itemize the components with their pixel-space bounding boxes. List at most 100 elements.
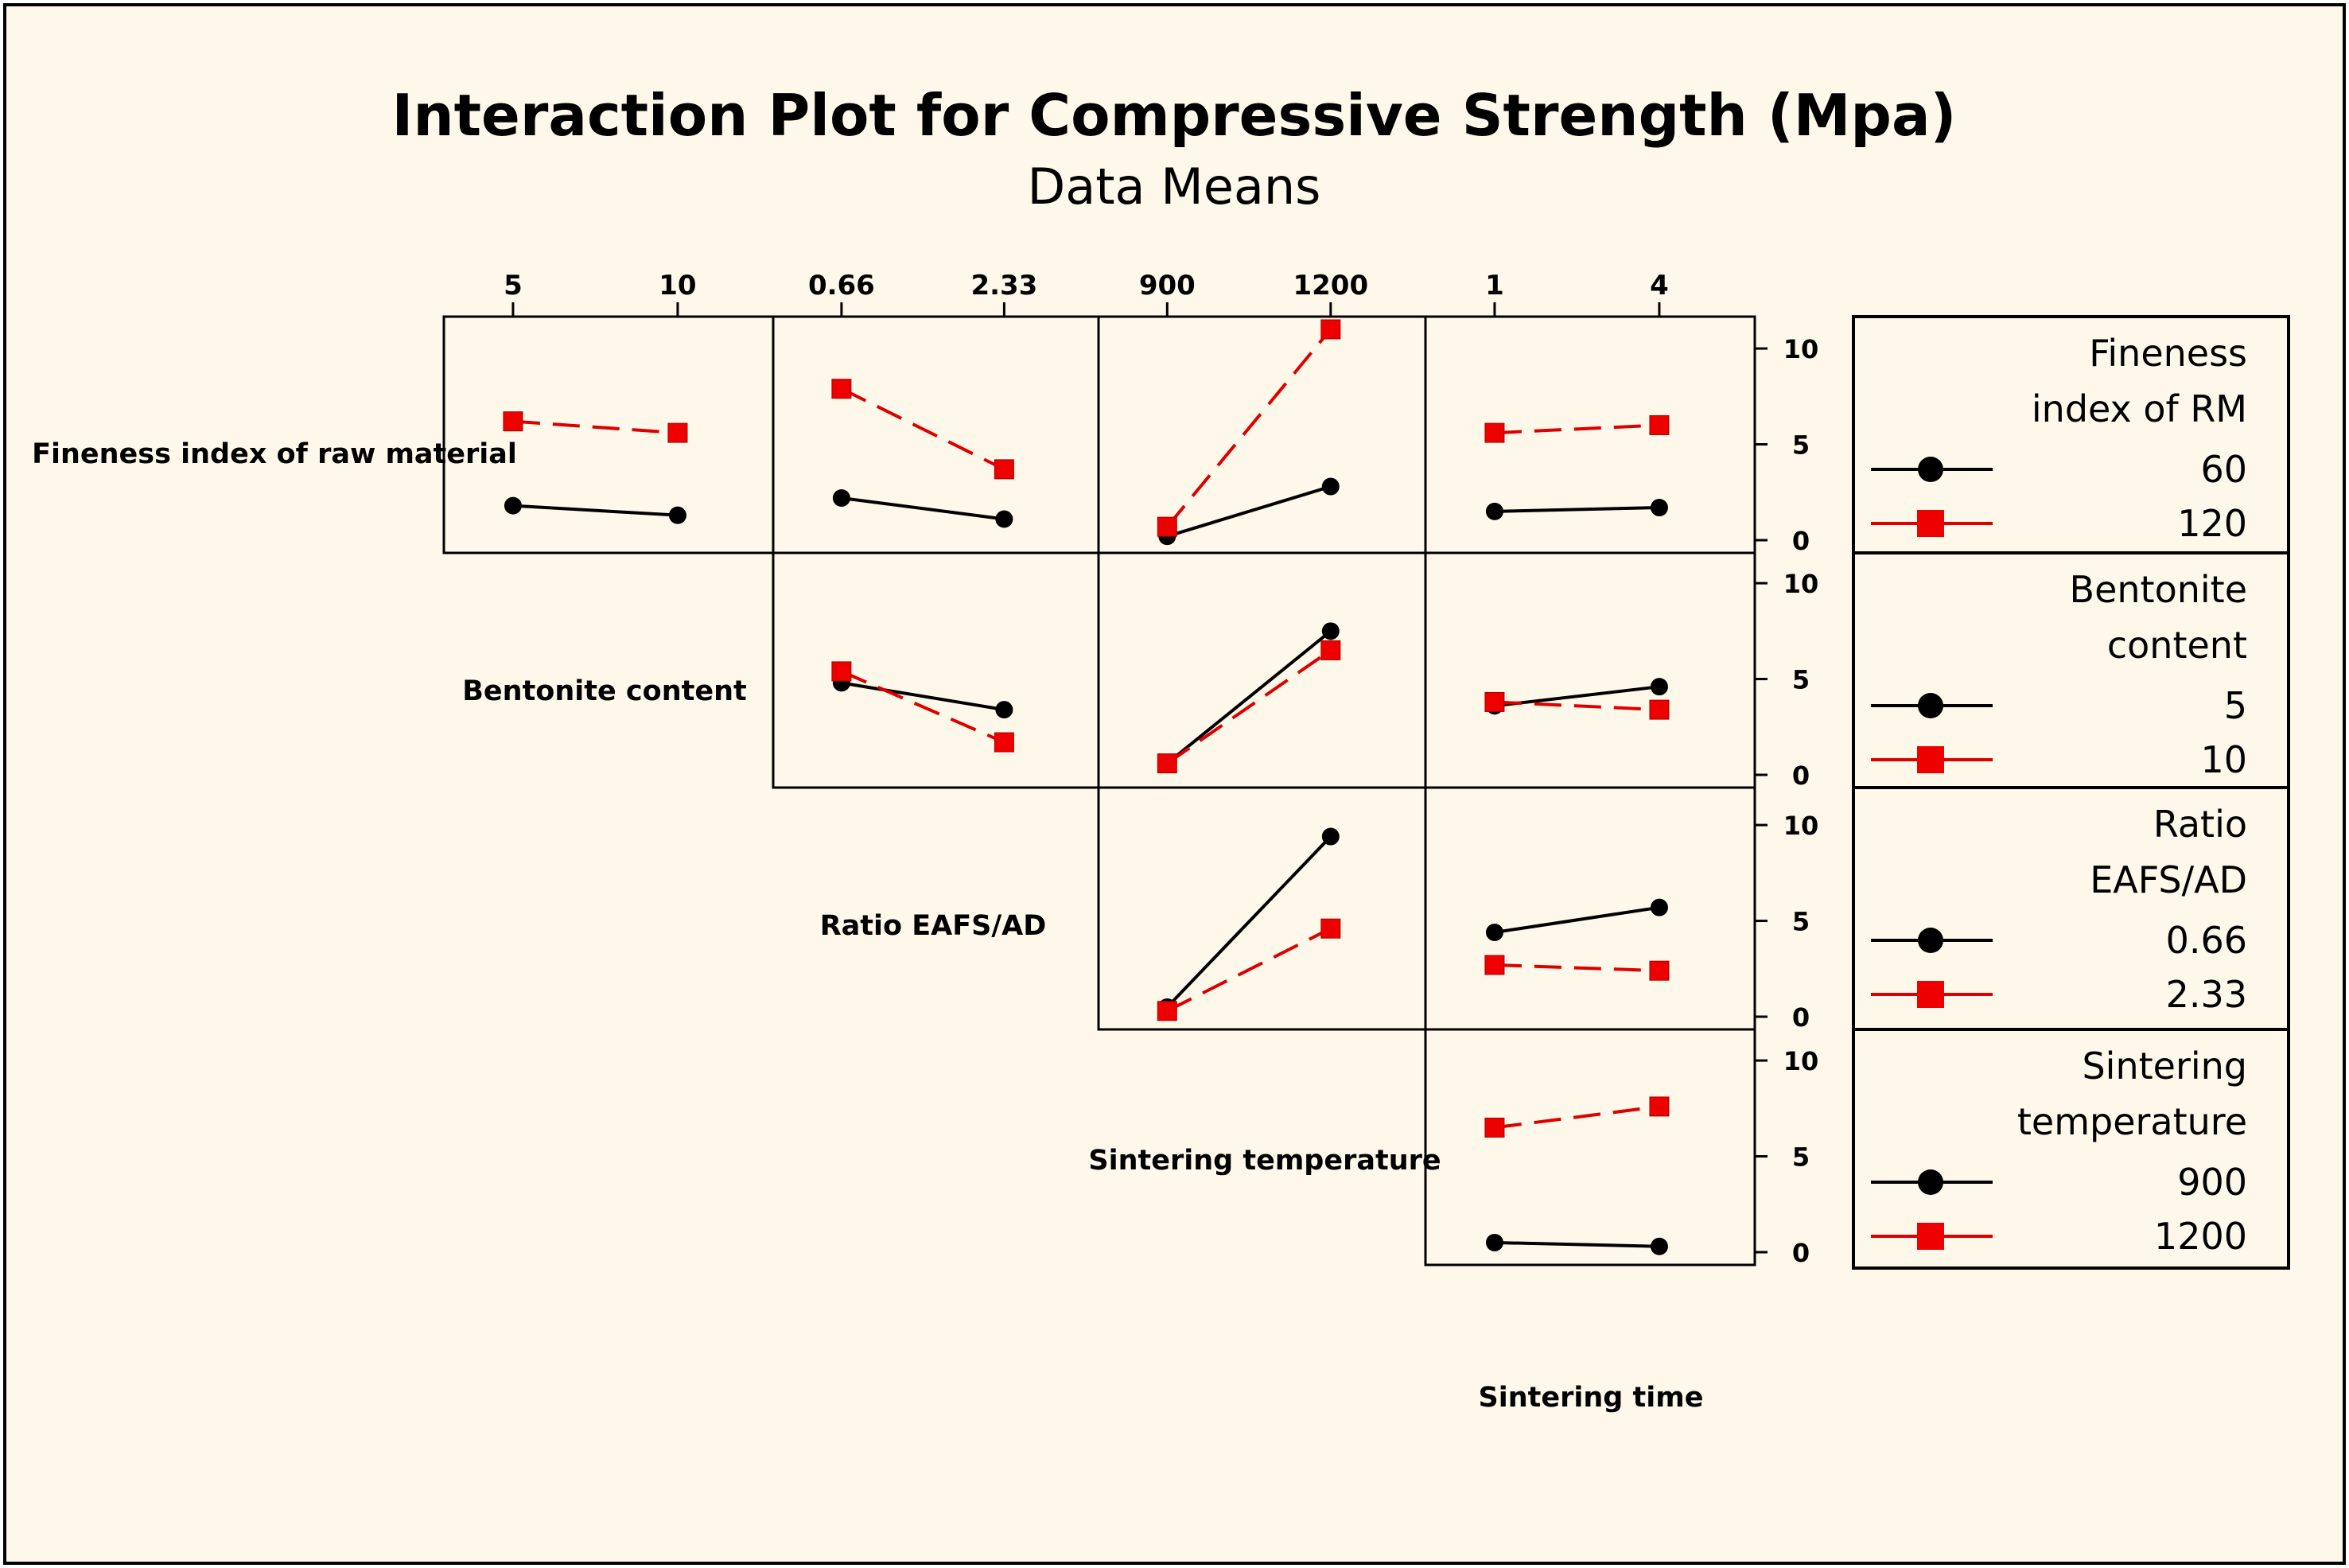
marker-square bbox=[1157, 1001, 1177, 1021]
marker-circle bbox=[1650, 499, 1668, 517]
y-tick-label: 0 bbox=[1792, 526, 1810, 556]
y-tick-label: 10 bbox=[1783, 334, 1819, 364]
marker-square bbox=[994, 459, 1014, 480]
legend-level: 2.33 bbox=[2166, 973, 2247, 1016]
series-line-low bbox=[1166, 484, 1332, 539]
legend-title: Ratio bbox=[2153, 803, 2247, 846]
marker-circle bbox=[1650, 678, 1668, 696]
marker-square bbox=[1649, 1096, 1670, 1117]
legend-marker-square bbox=[1917, 1223, 1944, 1250]
factor-row-labels: Fineness index of raw material Bentonite … bbox=[32, 438, 1703, 1414]
marker-circle bbox=[1650, 1237, 1668, 1255]
legend-title: EAFS/AD bbox=[2090, 858, 2247, 901]
marker-circle bbox=[1485, 924, 1503, 941]
factor-label: Ratio EAFS/AD bbox=[820, 910, 1047, 942]
marker-square bbox=[1649, 414, 1670, 435]
marker-circle bbox=[1485, 1233, 1503, 1251]
series-line-low bbox=[1494, 506, 1659, 513]
marker-square bbox=[1484, 422, 1505, 443]
legend-marker-square bbox=[1917, 981, 1944, 1008]
marker-square bbox=[1649, 960, 1670, 981]
marker-square bbox=[831, 661, 852, 682]
y-tick-label: 0 bbox=[1792, 1238, 1810, 1268]
legend-box: Bentonite content 5 10 bbox=[1852, 551, 2290, 789]
marker-circle bbox=[504, 496, 522, 515]
series-line-high bbox=[841, 387, 1005, 471]
panel bbox=[503, 411, 688, 524]
legend-level: 900 bbox=[2177, 1161, 2247, 1204]
panel bbox=[1157, 319, 1341, 546]
series-line-high bbox=[841, 670, 1005, 744]
series-line-low bbox=[841, 496, 1005, 521]
x-tick-label: 0.66 bbox=[808, 270, 875, 302]
figure-background bbox=[3, 3, 2346, 1565]
marker-square bbox=[1320, 640, 1341, 660]
marker-square bbox=[831, 379, 852, 399]
legend-marker-square bbox=[1917, 746, 1944, 773]
series-line-high bbox=[1494, 700, 1660, 712]
marker-square bbox=[1649, 699, 1670, 720]
series-line-low bbox=[841, 681, 1005, 712]
panel bbox=[1157, 622, 1341, 774]
series-line-low bbox=[1166, 629, 1332, 765]
marker-circle bbox=[995, 701, 1013, 719]
legend-level: 10 bbox=[2200, 738, 2247, 781]
marker-square bbox=[1484, 1117, 1505, 1138]
series-line-high bbox=[1166, 927, 1332, 1013]
panel bbox=[1484, 898, 1670, 981]
marker-circle bbox=[995, 510, 1013, 528]
legend-title: Bentonite bbox=[2070, 568, 2247, 611]
legend-title: temperature bbox=[2017, 1100, 2247, 1143]
x-tick-label: 4 bbox=[1650, 270, 1669, 302]
x-tick-label: 5 bbox=[504, 270, 523, 302]
factor-label: Fineness index of raw material bbox=[32, 438, 517, 470]
legend-box: Fineness index of RM 60 120 bbox=[1852, 315, 2290, 554]
marker-square bbox=[1320, 319, 1341, 340]
legend-marker-circle bbox=[1918, 693, 1943, 718]
legend-marker-circle bbox=[1918, 928, 1943, 953]
y-tick-label: 10 bbox=[1783, 569, 1819, 599]
panel bbox=[831, 661, 1014, 753]
legend-title: Fineness bbox=[2089, 332, 2247, 375]
series-line-high bbox=[1165, 328, 1332, 528]
marker-circle bbox=[1650, 898, 1668, 916]
marker-circle bbox=[668, 506, 686, 524]
marker-square bbox=[1320, 918, 1341, 939]
marker-square bbox=[503, 411, 523, 432]
legend-title: content bbox=[2107, 624, 2247, 667]
legend-frame bbox=[1852, 1028, 2290, 1270]
series-line-low bbox=[1494, 685, 1660, 708]
factor-label: Sintering temperature bbox=[1088, 1145, 1441, 1177]
series-line-high bbox=[1166, 648, 1332, 765]
x-tick-label: 1200 bbox=[1293, 270, 1368, 302]
x-tick-label: 2.33 bbox=[970, 270, 1037, 302]
legend-marker-square bbox=[1917, 510, 1944, 537]
series-line-low bbox=[512, 504, 679, 517]
marker-square bbox=[1484, 955, 1505, 975]
marker-circle bbox=[1485, 502, 1503, 520]
series-line-low bbox=[1494, 905, 1660, 934]
top-level-tick-labels: 5 10 0.66 2.33 900 1200 1 4 bbox=[504, 270, 1669, 317]
panel-frame bbox=[1424, 1028, 1756, 1266]
panel bbox=[1484, 1096, 1670, 1255]
series-line-low bbox=[1165, 835, 1332, 1009]
panel bbox=[1484, 678, 1670, 720]
series-line-high bbox=[512, 419, 679, 435]
series-line-low bbox=[1494, 1240, 1659, 1248]
panel bbox=[1484, 414, 1670, 520]
series-line-high bbox=[1494, 423, 1660, 435]
chart-title: Interaction Plot for Compressive Strengt… bbox=[392, 82, 1957, 149]
x-tick-label: 900 bbox=[1139, 270, 1196, 302]
x-tick-label: 1 bbox=[1485, 270, 1504, 302]
marker-square bbox=[1157, 516, 1177, 537]
legend-level: 5 bbox=[2224, 684, 2247, 727]
legend-title: Sintering bbox=[2082, 1045, 2247, 1087]
legend-title: index of RM bbox=[2032, 387, 2247, 430]
marker-circle bbox=[1321, 827, 1340, 846]
legend-box: Ratio EAFS/AD 0.66 2.33 bbox=[1852, 786, 2290, 1031]
marker-circle bbox=[1321, 622, 1340, 640]
marker-square bbox=[1157, 753, 1177, 774]
legend-box: Sintering temperature 900 1200 bbox=[1852, 1028, 2290, 1270]
y-tick-label: 10 bbox=[1783, 1046, 1819, 1076]
factor-label: Sintering time bbox=[1479, 1382, 1704, 1414]
